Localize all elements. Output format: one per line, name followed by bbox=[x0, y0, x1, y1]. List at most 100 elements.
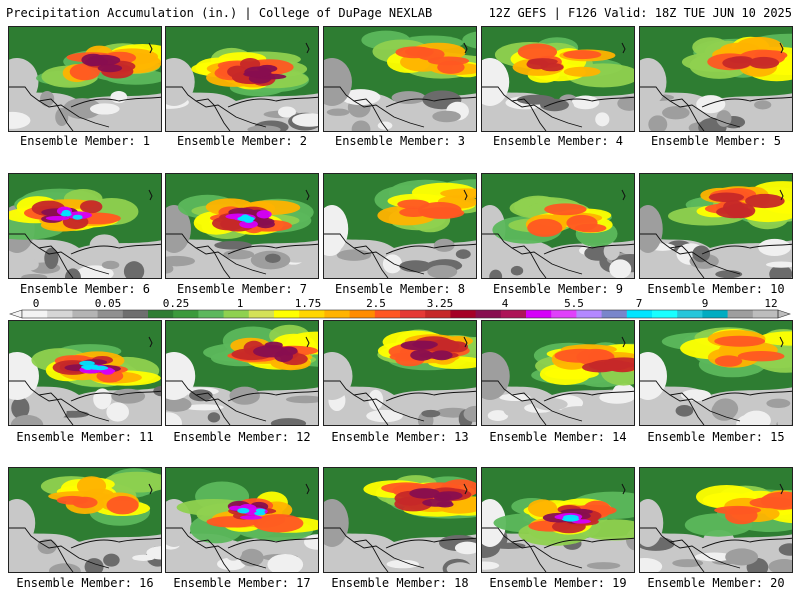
dry-patch bbox=[153, 385, 161, 397]
border-line bbox=[148, 336, 153, 348]
colorbar-tick-label: 0.25 bbox=[163, 298, 190, 310]
dry-patch bbox=[105, 122, 139, 131]
colorbar-min-arrow bbox=[9, 309, 23, 319]
dry-patch bbox=[640, 499, 664, 547]
precip-contour bbox=[760, 491, 792, 510]
colorbar-swatch bbox=[223, 310, 250, 318]
coastline bbox=[511, 100, 583, 128]
dry-patch bbox=[386, 559, 419, 569]
dry-patch bbox=[482, 58, 510, 106]
ensemble-map-panel bbox=[8, 26, 162, 132]
coastline bbox=[38, 100, 110, 128]
precipitation-map bbox=[9, 468, 161, 572]
dry-patch bbox=[482, 124, 510, 131]
dry-patch bbox=[609, 259, 632, 278]
colorbar-swatch bbox=[500, 310, 527, 318]
dry-patch bbox=[52, 405, 67, 419]
dry-patch bbox=[454, 541, 476, 555]
dry-patch bbox=[603, 242, 620, 261]
colorbar-swatch bbox=[601, 310, 628, 318]
colorbar-swatch bbox=[374, 310, 401, 318]
precip-contour bbox=[418, 202, 462, 219]
precip-contour bbox=[563, 50, 602, 60]
coastline bbox=[385, 243, 476, 255]
dry-patch bbox=[487, 410, 509, 421]
precip-contour bbox=[714, 335, 766, 347]
precipitation-map bbox=[482, 27, 634, 131]
precip-contour bbox=[430, 350, 453, 361]
precip-contour bbox=[714, 355, 743, 367]
dry-patch bbox=[10, 415, 44, 425]
ensemble-member-label: Ensemble Member: 12 bbox=[173, 430, 311, 444]
precip-contour bbox=[97, 64, 123, 73]
dry-patch bbox=[408, 538, 426, 557]
coastline bbox=[195, 541, 267, 569]
dry-patch bbox=[265, 253, 281, 263]
dry-patch bbox=[377, 121, 393, 130]
ensemble-map-panel bbox=[8, 320, 162, 426]
dry-patch bbox=[285, 395, 318, 404]
precip-contour bbox=[563, 66, 601, 77]
dry-patch bbox=[355, 538, 375, 556]
border-line bbox=[482, 86, 547, 131]
precipitation-map bbox=[482, 174, 634, 278]
dry-patch bbox=[560, 406, 598, 417]
coastline bbox=[195, 100, 267, 128]
dry-patch bbox=[662, 106, 690, 120]
precip-contour bbox=[708, 192, 745, 203]
ensemble-map-panel bbox=[481, 173, 635, 279]
colorbar-swatch bbox=[475, 310, 502, 318]
ensemble-map-panel bbox=[165, 26, 319, 132]
dry-patch bbox=[640, 267, 648, 278]
border-line bbox=[779, 189, 784, 201]
colorbar-tick-label: 0.05 bbox=[95, 298, 122, 310]
dry-patch bbox=[540, 98, 569, 112]
precip-contour bbox=[255, 508, 266, 513]
precipitation-map bbox=[166, 321, 318, 425]
colorbar-swatch bbox=[299, 310, 325, 318]
dry-patch bbox=[421, 409, 441, 418]
colorbar-swatch bbox=[97, 310, 124, 318]
precip-contour bbox=[244, 66, 272, 78]
dry-patch bbox=[89, 103, 120, 115]
dry-patch bbox=[675, 404, 694, 417]
coastline bbox=[38, 541, 110, 569]
dry-patch bbox=[491, 542, 526, 550]
precip-contour bbox=[527, 218, 563, 237]
dry-patch bbox=[166, 255, 195, 267]
precip-contour bbox=[56, 495, 88, 505]
precipitation-map bbox=[9, 321, 161, 425]
border-line bbox=[463, 483, 468, 495]
precip-contour bbox=[395, 46, 434, 59]
precip-contour bbox=[45, 216, 70, 221]
dry-patch bbox=[166, 412, 182, 425]
coastline bbox=[385, 390, 476, 402]
colorbar-swatch bbox=[425, 310, 451, 318]
precip-contour bbox=[400, 340, 436, 351]
precip-contour bbox=[106, 496, 139, 515]
dry-patch bbox=[725, 548, 759, 566]
coastline bbox=[543, 390, 634, 402]
precipitation-map bbox=[324, 468, 476, 572]
dry-patch bbox=[382, 254, 403, 274]
colorbar-max-arrow bbox=[777, 309, 791, 319]
ensemble-member-label: Ensemble Member: 5 bbox=[650, 134, 782, 148]
ensemble-member-label: Ensemble Member: 16 bbox=[16, 576, 154, 590]
precipitation-map bbox=[166, 174, 318, 278]
precip-contour bbox=[422, 498, 453, 507]
border-line bbox=[779, 336, 784, 348]
coastline bbox=[353, 100, 425, 128]
coastline bbox=[669, 541, 741, 569]
dry-patch bbox=[758, 238, 791, 256]
border-line bbox=[166, 380, 231, 425]
ensemble-member-label: Ensemble Member: 15 bbox=[647, 430, 785, 444]
dry-patch bbox=[21, 273, 48, 278]
colorbar-tick-label: 12 bbox=[764, 298, 777, 310]
precip-contour bbox=[410, 349, 433, 361]
dry-patch bbox=[736, 414, 764, 425]
dry-patch bbox=[224, 540, 243, 561]
precip-contour bbox=[254, 511, 266, 516]
dry-patch bbox=[324, 499, 349, 547]
precip-contour bbox=[725, 203, 756, 219]
ensemble-map-panel bbox=[481, 26, 635, 132]
